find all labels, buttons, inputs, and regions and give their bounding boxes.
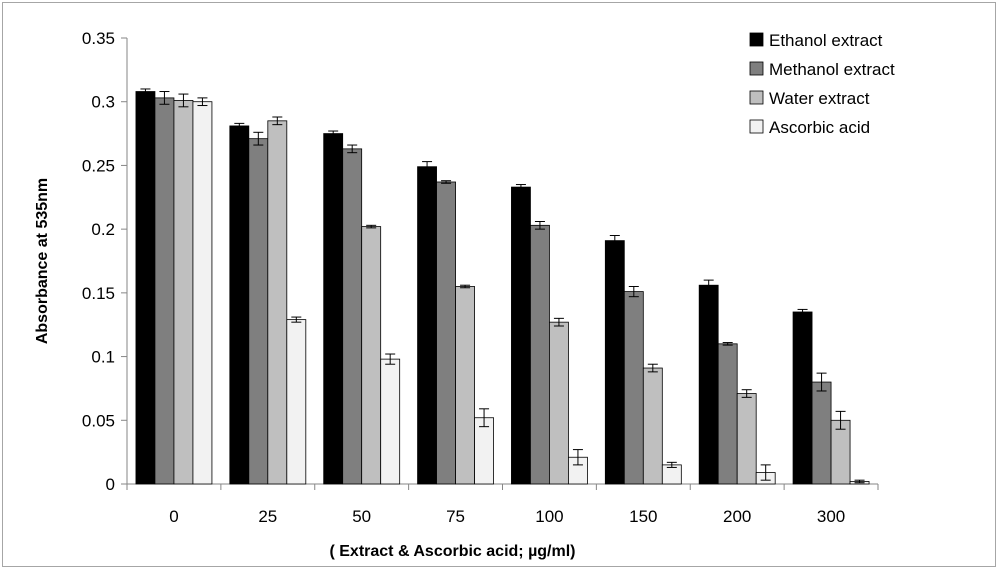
bar xyxy=(286,319,307,485)
bar xyxy=(474,417,494,485)
bar xyxy=(380,358,401,485)
y-tick-label: 0.1 xyxy=(91,348,115,367)
bar xyxy=(173,100,194,485)
bar xyxy=(417,166,437,485)
bar xyxy=(604,240,625,485)
x-tick-label: 200 xyxy=(723,507,751,526)
bar xyxy=(511,186,531,485)
y-tick-label: 0.35 xyxy=(82,29,115,48)
x-tick-label: 300 xyxy=(817,507,845,526)
legend-swatch xyxy=(749,32,764,47)
x-tick-label: 25 xyxy=(258,507,277,526)
bar xyxy=(361,226,382,485)
bar xyxy=(154,97,175,485)
legend-label: Ethanol extract xyxy=(769,31,883,50)
bar xyxy=(549,321,569,485)
y-tick-label: 0.3 xyxy=(91,93,115,112)
y-tick-label: 0.2 xyxy=(91,220,115,239)
legend-label: Water extract xyxy=(769,89,870,108)
bar xyxy=(135,91,156,485)
y-axis-title: Absorbance at 535nm xyxy=(34,178,51,344)
y-tick-label: 0.25 xyxy=(82,156,115,175)
bar xyxy=(830,419,851,485)
bar xyxy=(192,101,213,485)
bar xyxy=(811,381,832,485)
bar xyxy=(229,125,250,485)
bar xyxy=(642,367,663,485)
bar xyxy=(267,120,288,485)
x-tick-label: 150 xyxy=(629,507,657,526)
legend-swatch xyxy=(749,119,764,134)
x-tick-label: 75 xyxy=(446,507,465,526)
bar xyxy=(717,343,738,485)
bar xyxy=(792,311,813,485)
bar xyxy=(698,284,719,485)
bar xyxy=(530,224,550,485)
legend-label: Methanol extract xyxy=(769,60,895,79)
y-tick-label: 0.15 xyxy=(82,284,115,303)
bar xyxy=(623,291,644,485)
y-tick-label: 0 xyxy=(106,475,115,494)
x-tick-label: 0 xyxy=(169,507,178,526)
bar xyxy=(248,138,269,485)
x-tick-label: 100 xyxy=(535,507,563,526)
y-tick-label: 0.05 xyxy=(82,411,115,430)
bar xyxy=(342,148,363,485)
x-axis-title: ( Extract & Ascorbic acid; µg/ml) xyxy=(329,543,575,560)
bar xyxy=(736,393,757,485)
bar xyxy=(455,286,475,485)
bar xyxy=(436,181,456,485)
legend-swatch xyxy=(749,61,764,76)
bar xyxy=(323,133,344,485)
legend-label: Ascorbic acid xyxy=(769,118,870,137)
legend-swatch xyxy=(749,90,764,105)
x-tick-label: 50 xyxy=(352,507,371,526)
